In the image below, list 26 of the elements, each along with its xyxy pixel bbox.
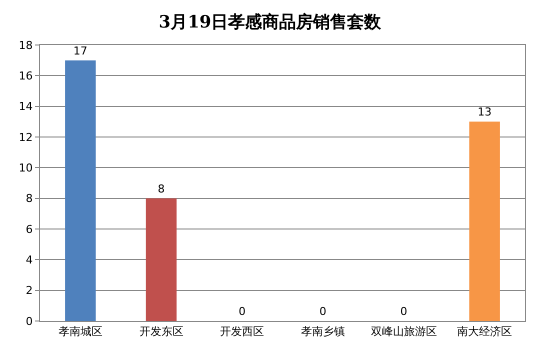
data-label: 17 xyxy=(73,44,88,58)
y-tick-label: 10 xyxy=(18,162,33,175)
y-tick-label: 12 xyxy=(18,130,33,144)
y-tick-label: 18 xyxy=(18,38,33,52)
data-label: 13 xyxy=(478,106,492,119)
chart-title: 3月19日孝感商品房销售套数 xyxy=(158,12,382,33)
x-tick-label: 南大经济区 xyxy=(457,325,512,338)
y-tick-label: 16 xyxy=(18,70,33,83)
y-tick-label: 2 xyxy=(26,284,33,298)
data-label: 0 xyxy=(319,305,326,318)
bar xyxy=(146,198,177,321)
data-label: 0 xyxy=(238,305,246,318)
x-tick-label: 双峰山旅游区 xyxy=(370,325,437,338)
data-label: 8 xyxy=(158,182,165,196)
y-tick-label: 0 xyxy=(26,314,33,328)
x-tick-label: 孝南城区 xyxy=(58,325,102,338)
x-tick-label: 开发东区 xyxy=(139,325,184,338)
y-tick-label: 6 xyxy=(26,222,33,236)
y-tick-label: 8 xyxy=(26,192,33,206)
y-tick-label: 4 xyxy=(26,254,33,267)
data-label: 0 xyxy=(400,305,408,318)
x-tick-label: 开发西区 xyxy=(220,325,264,338)
y-tick-label: 14 xyxy=(18,100,33,114)
bar xyxy=(65,60,96,321)
x-tick-label: 孝南乡镇 xyxy=(300,325,345,338)
bar xyxy=(469,122,500,321)
